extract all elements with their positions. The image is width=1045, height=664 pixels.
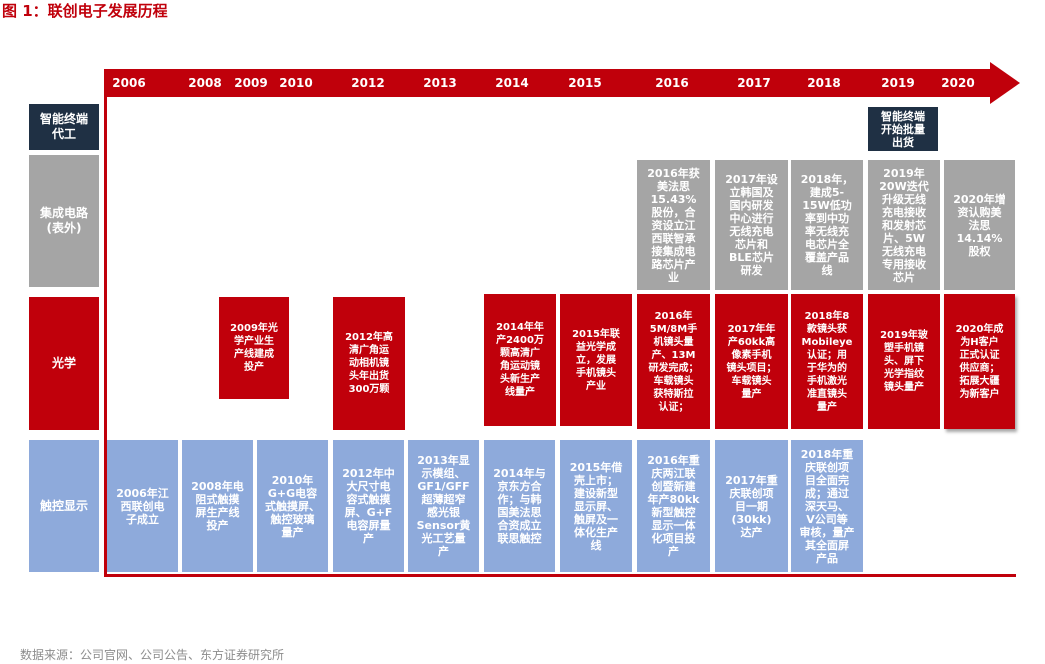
year-label: 2013 bbox=[423, 76, 457, 90]
milestone-text: 2009年光 学产业生 产线建成 投产 bbox=[230, 323, 278, 373]
milestone-text: 2018年8 款镜头获 Mobileye 认证；用 于华为的 手机激光 准直镜头… bbox=[801, 310, 853, 413]
milestone-text: 2016年 5M/8M手 机镜头量 产、13M 研发完成； 车载镜头 获特斯拉 … bbox=[648, 310, 699, 413]
milestone-optics-2017: 2017年年 产60kk高 像素手机 镜头项目； 车载镜头 量产 bbox=[715, 294, 788, 429]
source-note: 数据来源：公司官网、公司公告、东方证券研究所 bbox=[20, 648, 285, 662]
milestone-text: 2018年， 建成5- 15W低功 率到中功 率无线充 电芯片全 覆盖产品 线 bbox=[800, 173, 854, 277]
frame-left-line bbox=[104, 97, 107, 577]
row-label-ic: 集成电路 (表外) bbox=[29, 155, 99, 287]
milestone-text: 智能终端 开始批量 出货 bbox=[881, 109, 925, 149]
year-label: 2015 bbox=[568, 76, 602, 90]
milestone-optics-2009: 2009年光 学产业生 产线建成 投产 bbox=[219, 297, 289, 399]
year-label: 2019 bbox=[881, 76, 915, 90]
milestone-optics-2014: 2014年年 产2400万 颗高清广 角运动镜 头新生产 线量产 bbox=[484, 294, 556, 426]
timeline-arrow-head bbox=[990, 62, 1020, 104]
year-label: 2012 bbox=[351, 76, 385, 90]
milestone-text: 2014年与 京东方合 作；与韩 国美法思 合资成立 联思触控 bbox=[493, 467, 546, 545]
milestone-text: 2017年设 立韩国及 国内研发 中心进行 无线充电 芯片和 BLE芯片 研发 bbox=[725, 173, 778, 277]
year-label: 2009 bbox=[234, 76, 268, 90]
milestone-text: 2020年成 为H客户 正式认证 供应商； 拓展大疆 为新客户 bbox=[955, 323, 1004, 400]
milestone-text: 2019年 20W迭代 升级无线 充电接收 和发射芯 片、5W 无线充电 专用接… bbox=[879, 166, 929, 284]
milestone-text: 2012年高 清广角运 动相机镜 头年出货 300万颗 bbox=[345, 332, 393, 395]
milestone-text: 2008年电 阻式触摸 屏生产线 投产 bbox=[191, 480, 244, 532]
frame-bottom-line bbox=[104, 574, 1016, 577]
milestone-optics-2016: 2016年 5M/8M手 机镜头量 产、13M 研发完成； 车载镜头 获特斯拉 … bbox=[637, 294, 710, 429]
milestone-text: 2010年 G+G电容 式触摸屏、 触控玻璃 量产 bbox=[265, 473, 320, 539]
milestone-touch-2008: 2008年电 阻式触摸 屏生产线 投产 bbox=[182, 440, 253, 572]
milestone-touch-2010: 2010年 G+G电容 式触摸屏、 触控玻璃 量产 bbox=[257, 440, 328, 572]
milestone-text: 2017年重 庆联创项 目一期 (30kk) 达产 bbox=[725, 473, 778, 539]
milestone-text: 2013年显 示模组、 GF1/GFF 超薄超窄 感光银 Sensor黄 光工艺… bbox=[416, 454, 471, 558]
milestone-ic-2017: 2017年设 立韩国及 国内研发 中心进行 无线充电 芯片和 BLE芯片 研发 bbox=[715, 160, 788, 290]
row-label-terminal: 智能终端 代工 bbox=[29, 104, 99, 150]
year-label: 2008 bbox=[188, 76, 222, 90]
milestone-optics-2018: 2018年8 款镜头获 Mobileye 认证；用 于华为的 手机激光 准直镜头… bbox=[791, 294, 863, 429]
timeline-arrow-bar bbox=[104, 69, 996, 97]
milestone-terminal-2019: 智能终端 开始批量 出货 bbox=[868, 107, 938, 151]
milestone-touch-2018: 2018年重 庆联创项 目全面完 成；通过 深天马、 V公司等 审核，量产 其全… bbox=[791, 440, 863, 572]
milestone-text: 2017年年 产60kk高 像素手机 镜头项目； 车载镜头 量产 bbox=[726, 323, 777, 400]
milestone-touch-2012: 2012年中 大尺寸电 容式触摸 屏、G+F 电容屏量 产 bbox=[333, 440, 404, 572]
milestone-text: 2016年重 庆两江联 创暨新建 年产80kk 新型触控 显示一体 化项目投 产 bbox=[647, 454, 700, 558]
milestone-touch-2013: 2013年显 示模组、 GF1/GFF 超薄超窄 感光银 Sensor黄 光工艺… bbox=[408, 440, 479, 572]
milestone-optics-2012: 2012年高 清广角运 动相机镜 头年出货 300万颗 bbox=[333, 297, 405, 430]
milestone-text: 2016年获 美法思 15.43% 股份，合 资设立江 西联智承 接集成电 路芯… bbox=[647, 166, 700, 284]
milestone-touch-2014: 2014年与 京东方合 作；与韩 国美法思 合资成立 联思触控 bbox=[484, 440, 555, 572]
milestone-text: 2018年重 庆联创项 目全面完 成；通过 深天马、 V公司等 审核，量产 其全… bbox=[799, 447, 855, 565]
milestone-touch-2015: 2015年借 壳上市； 建设新型 显示屏、 触屏及一 体化生产 线 bbox=[560, 440, 632, 572]
year-label: 2018 bbox=[807, 76, 841, 90]
milestone-ic-2020: 2020年增 资认购美 法思 14.14% 股权 bbox=[944, 160, 1015, 290]
milestone-text: 2015年联 益光学成 立，发展 手机镜头 产业 bbox=[572, 328, 620, 392]
milestone-ic-2018: 2018年， 建成5- 15W低功 率到中功 率无线充 电芯片全 覆盖产品 线 bbox=[791, 160, 863, 290]
milestone-touch-2006: 2006年江 西联创电 子成立 bbox=[107, 440, 178, 572]
figure-title: 图 1：联创电子发展历程 bbox=[2, 2, 168, 20]
milestone-touch-2016: 2016年重 庆两江联 创暨新建 年产80kk 新型触控 显示一体 化项目投 产 bbox=[637, 440, 710, 572]
milestone-touch-2017: 2017年重 庆联创项 目一期 (30kk) 达产 bbox=[715, 440, 788, 572]
year-label: 2014 bbox=[495, 76, 529, 90]
milestone-text: 2006年江 西联创电 子成立 bbox=[116, 486, 169, 526]
year-label: 2010 bbox=[279, 76, 313, 90]
milestone-optics-2020: 2020年成 为H客户 正式认证 供应商； 拓展大疆 为新客户 bbox=[944, 294, 1015, 429]
year-label: 2006 bbox=[112, 76, 146, 90]
row-label-optics: 光学 bbox=[29, 297, 99, 430]
milestone-text: 2014年年 产2400万 颗高清广 角运动镜 头新生产 线量产 bbox=[496, 322, 544, 398]
year-label: 2016 bbox=[655, 76, 689, 90]
milestone-text: 2020年增 资认购美 法思 14.14% 股权 bbox=[953, 192, 1006, 258]
year-label: 2020 bbox=[941, 76, 975, 90]
milestone-text: 2015年借 壳上市； 建设新型 显示屏、 触屏及一 体化生产 线 bbox=[569, 460, 623, 552]
milestone-text: 2019年玻 塑手机镜 头、屏下 光学指纹 镜头量产 bbox=[880, 330, 928, 393]
milestone-optics-2019: 2019年玻 塑手机镜 头、屏下 光学指纹 镜头量产 bbox=[868, 294, 940, 429]
milestone-text: 2012年中 大尺寸电 容式触摸 屏、G+F 电容屏量 产 bbox=[342, 467, 395, 545]
milestone-ic-2016: 2016年获 美法思 15.43% 股份，合 资设立江 西联智承 接集成电 路芯… bbox=[637, 160, 710, 290]
year-label: 2017 bbox=[737, 76, 771, 90]
milestone-optics-2015: 2015年联 益光学成 立，发展 手机镜头 产业 bbox=[560, 294, 632, 426]
milestone-ic-2019: 2019年 20W迭代 升级无线 充电接收 和发射芯 片、5W 无线充电 专用接… bbox=[868, 160, 940, 290]
row-label-touch: 触控显示 bbox=[29, 440, 99, 572]
